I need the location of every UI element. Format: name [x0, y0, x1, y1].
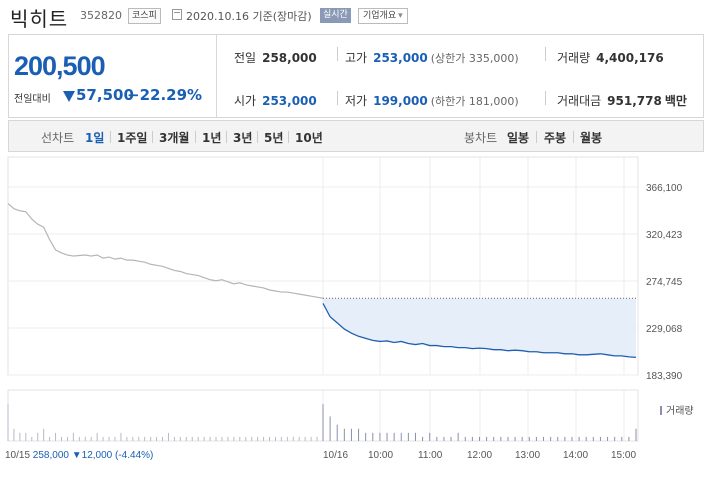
amount-label: 거래대금 — [557, 94, 602, 108]
high-value: 253,000 — [373, 51, 428, 65]
divider — [110, 131, 111, 143]
divider — [337, 91, 338, 105]
volume-legend-label: 거래량 — [666, 405, 694, 417]
volume-legend-swatch — [660, 406, 662, 415]
prev-day-info-part: ▼12,000 — [69, 450, 113, 461]
series-area-10-16 — [323, 298, 636, 358]
amount-value: 951,778 — [607, 94, 662, 108]
divider — [536, 131, 537, 143]
stock-code: 352820 — [80, 9, 122, 22]
chevron-down-icon: ▾ — [398, 11, 403, 21]
low-label: 저가 — [345, 94, 368, 108]
open-label: 시가 — [234, 94, 257, 108]
series-line-10-15 — [7, 203, 324, 299]
price-chart-svg: 366,100 320,423 274,745 229,068 183,390 거래량 10… — [5, 156, 694, 461]
period-toolbar: 선차트 1일 1주일 3개월 1년 3년 5년 10년 봉차트 일봉 주봉 월봉 — [8, 120, 704, 152]
change-percent: −22.29% — [127, 86, 203, 104]
calendar-icon — [172, 9, 182, 20]
candle-weekly[interactable]: 주봉 — [544, 131, 567, 145]
open: 시가 253,000 — [234, 92, 317, 109]
company-overview-button[interactable]: 기업개요 ▾ — [358, 8, 408, 24]
market-badge: 코스피 — [128, 8, 161, 24]
y-tick-label: 320,423 — [646, 230, 683, 241]
volume-label: 거래량 — [557, 51, 591, 65]
y-tick-label: 274,745 — [646, 277, 683, 288]
divider — [257, 131, 258, 143]
low: 저가 199,000 (하한가 181,000) — [345, 92, 519, 109]
x-tick-label: 15:00 — [611, 450, 636, 461]
low-value: 199,000 — [373, 94, 428, 108]
trade-amount: 거래대금 951,778 백만 — [557, 92, 687, 109]
x-tick-label: 10/16 — [323, 450, 348, 461]
price-box: 200,500 전일대비 57,500 −22.29% — [9, 35, 217, 117]
high-label: 고가 — [345, 51, 368, 65]
company-overview-label: 기업개요 — [363, 11, 397, 21]
prev-day-info-part: 258,000 — [30, 450, 69, 461]
open-value: 253,000 — [262, 94, 317, 108]
divider — [337, 47, 338, 61]
change-value: 57,500 — [76, 86, 134, 104]
volume-value: 4,400,176 — [596, 51, 664, 65]
quote-summary: 200,500 전일대비 57,500 −22.29% 전일 258,000 고가… — [8, 34, 704, 118]
divider — [195, 131, 196, 143]
down-arrow-icon — [63, 91, 75, 102]
divider — [545, 91, 546, 105]
high: 고가 253,000 (상한가 335,000) — [345, 49, 519, 66]
period-1d[interactable]: 1일 — [85, 131, 105, 145]
period-3m[interactable]: 3개월 — [159, 131, 190, 145]
change-label: 전일대비 — [14, 94, 51, 105]
stock-header: 빅히트 352820 코스피 2020.10.16 기준(장마감) 실시간 기업… — [0, 0, 709, 31]
candle-chart-label: 봉차트 — [464, 131, 498, 145]
series-line-10-16 — [322, 303, 637, 359]
volume: 거래량 4,400,176 — [557, 49, 664, 66]
y-tick-label: 183,390 — [646, 371, 683, 382]
x-tick-label: 10:00 — [368, 450, 393, 461]
realtime-button[interactable]: 실시간 — [320, 8, 351, 23]
period-10y[interactable]: 10년 — [295, 131, 323, 145]
divider — [152, 131, 153, 143]
period-5y[interactable]: 5년 — [264, 131, 284, 145]
stock-name: 빅히트 — [10, 7, 69, 31]
prev-close: 전일 258,000 — [234, 49, 317, 66]
date-text: 2020.10.16 기준(장마감) — [186, 10, 312, 23]
prev-day-info: 10/15 258,000 ▼12,000 (-4.44%) — [5, 450, 153, 461]
period-1w[interactable]: 1주일 — [117, 131, 148, 145]
divider — [288, 131, 289, 143]
x-tick-label: 13:00 — [515, 450, 540, 461]
lower-limit: (하한가 181,000) — [430, 95, 519, 108]
candle-monthly[interactable]: 월봉 — [580, 131, 603, 145]
x-tick-label: 14:00 — [563, 450, 588, 461]
divider — [545, 47, 546, 61]
prev-day-info-part: (-4.44%) — [112, 450, 153, 461]
amount-unit: 백만 — [664, 94, 687, 108]
prev-close-label: 전일 — [234, 51, 257, 65]
divider — [226, 131, 227, 143]
divider — [573, 131, 574, 143]
price-chart: 366,100 320,423 274,745 229,068 183,390 거래량 10… — [0, 155, 709, 484]
candle-daily[interactable]: 일봉 — [507, 131, 530, 145]
line-chart-label: 선차트 — [41, 131, 75, 145]
y-tick-label: 366,100 — [646, 183, 683, 194]
prev-day-info-part: 10/15 — [5, 450, 30, 461]
x-tick-label: 11:00 — [418, 450, 443, 461]
y-tick-label: 229,068 — [646, 324, 683, 335]
current-price: 200,500 — [14, 51, 106, 81]
prev-close-value: 258,000 — [262, 51, 317, 65]
period-3y[interactable]: 3년 — [233, 131, 253, 145]
upper-limit: (상한가 335,000) — [430, 52, 519, 65]
x-tick-label: 12:00 — [467, 450, 492, 461]
period-1y[interactable]: 1년 — [202, 131, 222, 145]
